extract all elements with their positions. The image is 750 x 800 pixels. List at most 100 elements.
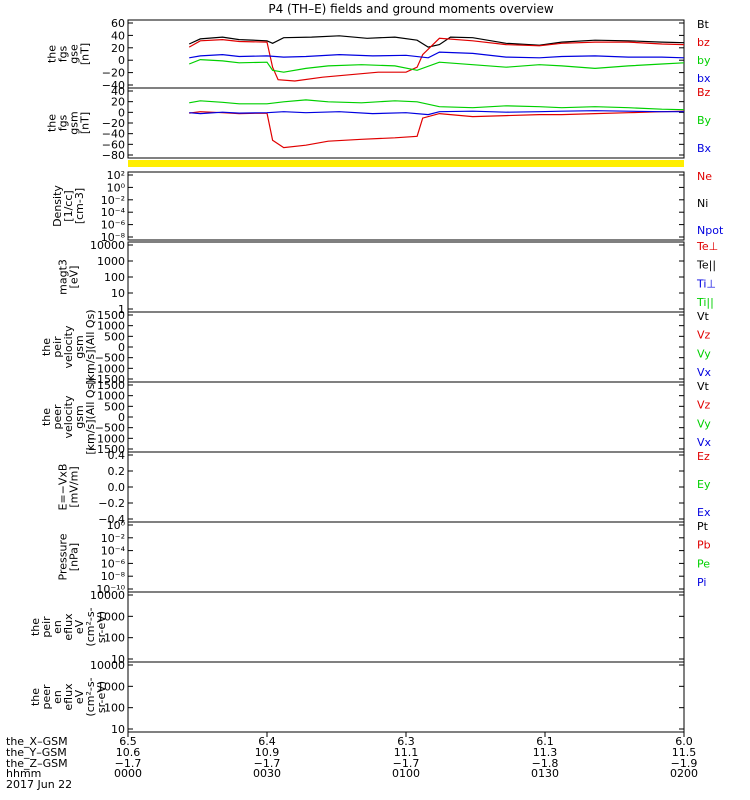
y-tick-label: −60 [102,138,125,151]
y-tick-label: 60 [111,17,125,30]
y-axis-label: en [51,620,64,634]
y-axis-label: gsm [73,405,86,428]
y-axis-label: velocity [62,395,75,438]
panel-frame [127,171,685,241]
y-tick-label: 10⁻⁶ [101,219,126,232]
y-axis-label: (cm²-s- [84,607,97,646]
y-tick-label: 500 [104,400,125,413]
y-tick-label: 1500 [97,379,125,392]
y-axis-label: eflux [62,683,75,711]
x-tick-label: 0100 [392,767,420,780]
x-tick-label: 6.5 [119,735,137,748]
x-tick-label: 0200 [670,767,698,780]
y-tick-label: 10⁰ [107,181,126,194]
series-line-bz [189,110,685,149]
x-tick-label: 11.3 [533,746,558,759]
legend-entry: Npot [697,224,724,237]
x-tick-label: 6.1 [536,735,554,748]
y-axis-label: gsm [68,111,81,134]
y-tick-label: 10000 [90,659,125,672]
legend-entry: Pi [697,576,706,589]
y-axis-label: [nPa] [68,543,81,571]
y-tick-label: −40 [102,79,125,92]
y-tick-label: 0 [118,341,125,354]
y-axis-label: [nT] [79,112,92,134]
legend-entry: Vt [697,380,710,393]
y-tick-label: 20 [111,96,125,109]
series-line-by [188,58,685,73]
y-tick-label: 0.0 [108,481,126,494]
legend-entry: Ne [697,170,712,183]
y-tick-label: 10000 [90,239,125,252]
legend-entry: Pb [697,539,711,552]
y-tick-label: 500 [104,330,125,343]
y-tick-label: 10000 [90,589,125,602]
legend-entry: Ey [697,478,711,491]
y-axis-label: sr-eV) [95,681,108,713]
y-axis-label: [1/cc] [62,190,75,221]
y-tick-label: 1 [118,303,125,316]
y-tick-label: −20 [102,117,125,130]
panel-frame [127,661,685,733]
y-tick-label: −80 [102,149,125,162]
x-tick-label: 6.4 [258,735,276,748]
y-axis-label: eflux [62,613,75,641]
x-tick-label: 10.9 [255,746,280,759]
y-axis-label: peir [51,336,64,358]
y-tick-label: 1000 [97,610,125,623]
y-tick-label: 0.4 [108,449,126,462]
panel-frame [127,311,685,383]
y-axis-label: gse [68,44,81,64]
y-tick-label: 1000 [97,255,125,268]
x-tick-label: −1.7 [254,757,281,770]
y-axis-label: eV [73,689,86,704]
legend-entry: Te⊥ [696,240,718,253]
y-axis-label: [nT] [79,43,92,65]
y-tick-label: 10⁻⁴ [101,545,126,558]
legend-entry: By [697,114,712,127]
bottom-row-label: the_Z–GSM [6,757,68,770]
y-axis-label: Density [51,185,64,227]
y-tick-label: 10⁰ [107,519,126,532]
bottom-row-label: 2017 Jun 22 [6,778,72,791]
y-axis-label: the [29,618,42,636]
y-axis-label: [km/s](All Qs) [84,309,97,384]
y-tick-label: 100 [104,271,125,284]
y-axis-label: [mV/m] [68,466,81,507]
panel-frame [127,591,685,663]
legend-entry: Pe [697,557,710,570]
panel-frame [127,241,685,313]
legend-entry: Ti⊥ [696,277,716,290]
y-tick-label: −0.2 [98,497,125,510]
y-axis-label: [eV] [68,266,81,289]
legend-entry: Vx [697,366,712,379]
y-tick-label: 10⁻² [101,532,125,545]
panel-frame [127,451,685,523]
y-tick-label: 0 [118,411,125,424]
y-tick-label: 10 [111,723,125,736]
y-tick-label: 10² [107,169,125,182]
legend-entry: Ex [697,506,711,519]
y-tick-label: 10⁻⁸ [101,570,126,583]
y-axis-label: E=−VxB [57,464,70,511]
y-tick-label: −500 [95,422,125,435]
y-axis-label: eV [73,619,86,634]
chart-title: P4 (TH–E) fields and ground moments over… [268,2,553,16]
panel-frame [127,87,685,159]
x-tick-label: 6.3 [397,735,415,748]
legend-entry: by [697,54,711,67]
status-bar [128,160,684,167]
y-tick-label: 100 [104,632,125,645]
legend-entry: Vz [697,329,711,342]
y-tick-label: −500 [95,352,125,365]
y-tick-label: 1500 [97,309,125,322]
y-tick-label: 10⁻⁴ [101,206,126,219]
y-tick-label: 10 [111,653,125,666]
x-tick-label: −1.7 [115,757,142,770]
y-axis-label: the [40,338,53,356]
series-line-bt [188,35,685,48]
y-tick-label: −40 [102,128,125,141]
y-tick-label: 10⁻⁸ [101,231,126,244]
